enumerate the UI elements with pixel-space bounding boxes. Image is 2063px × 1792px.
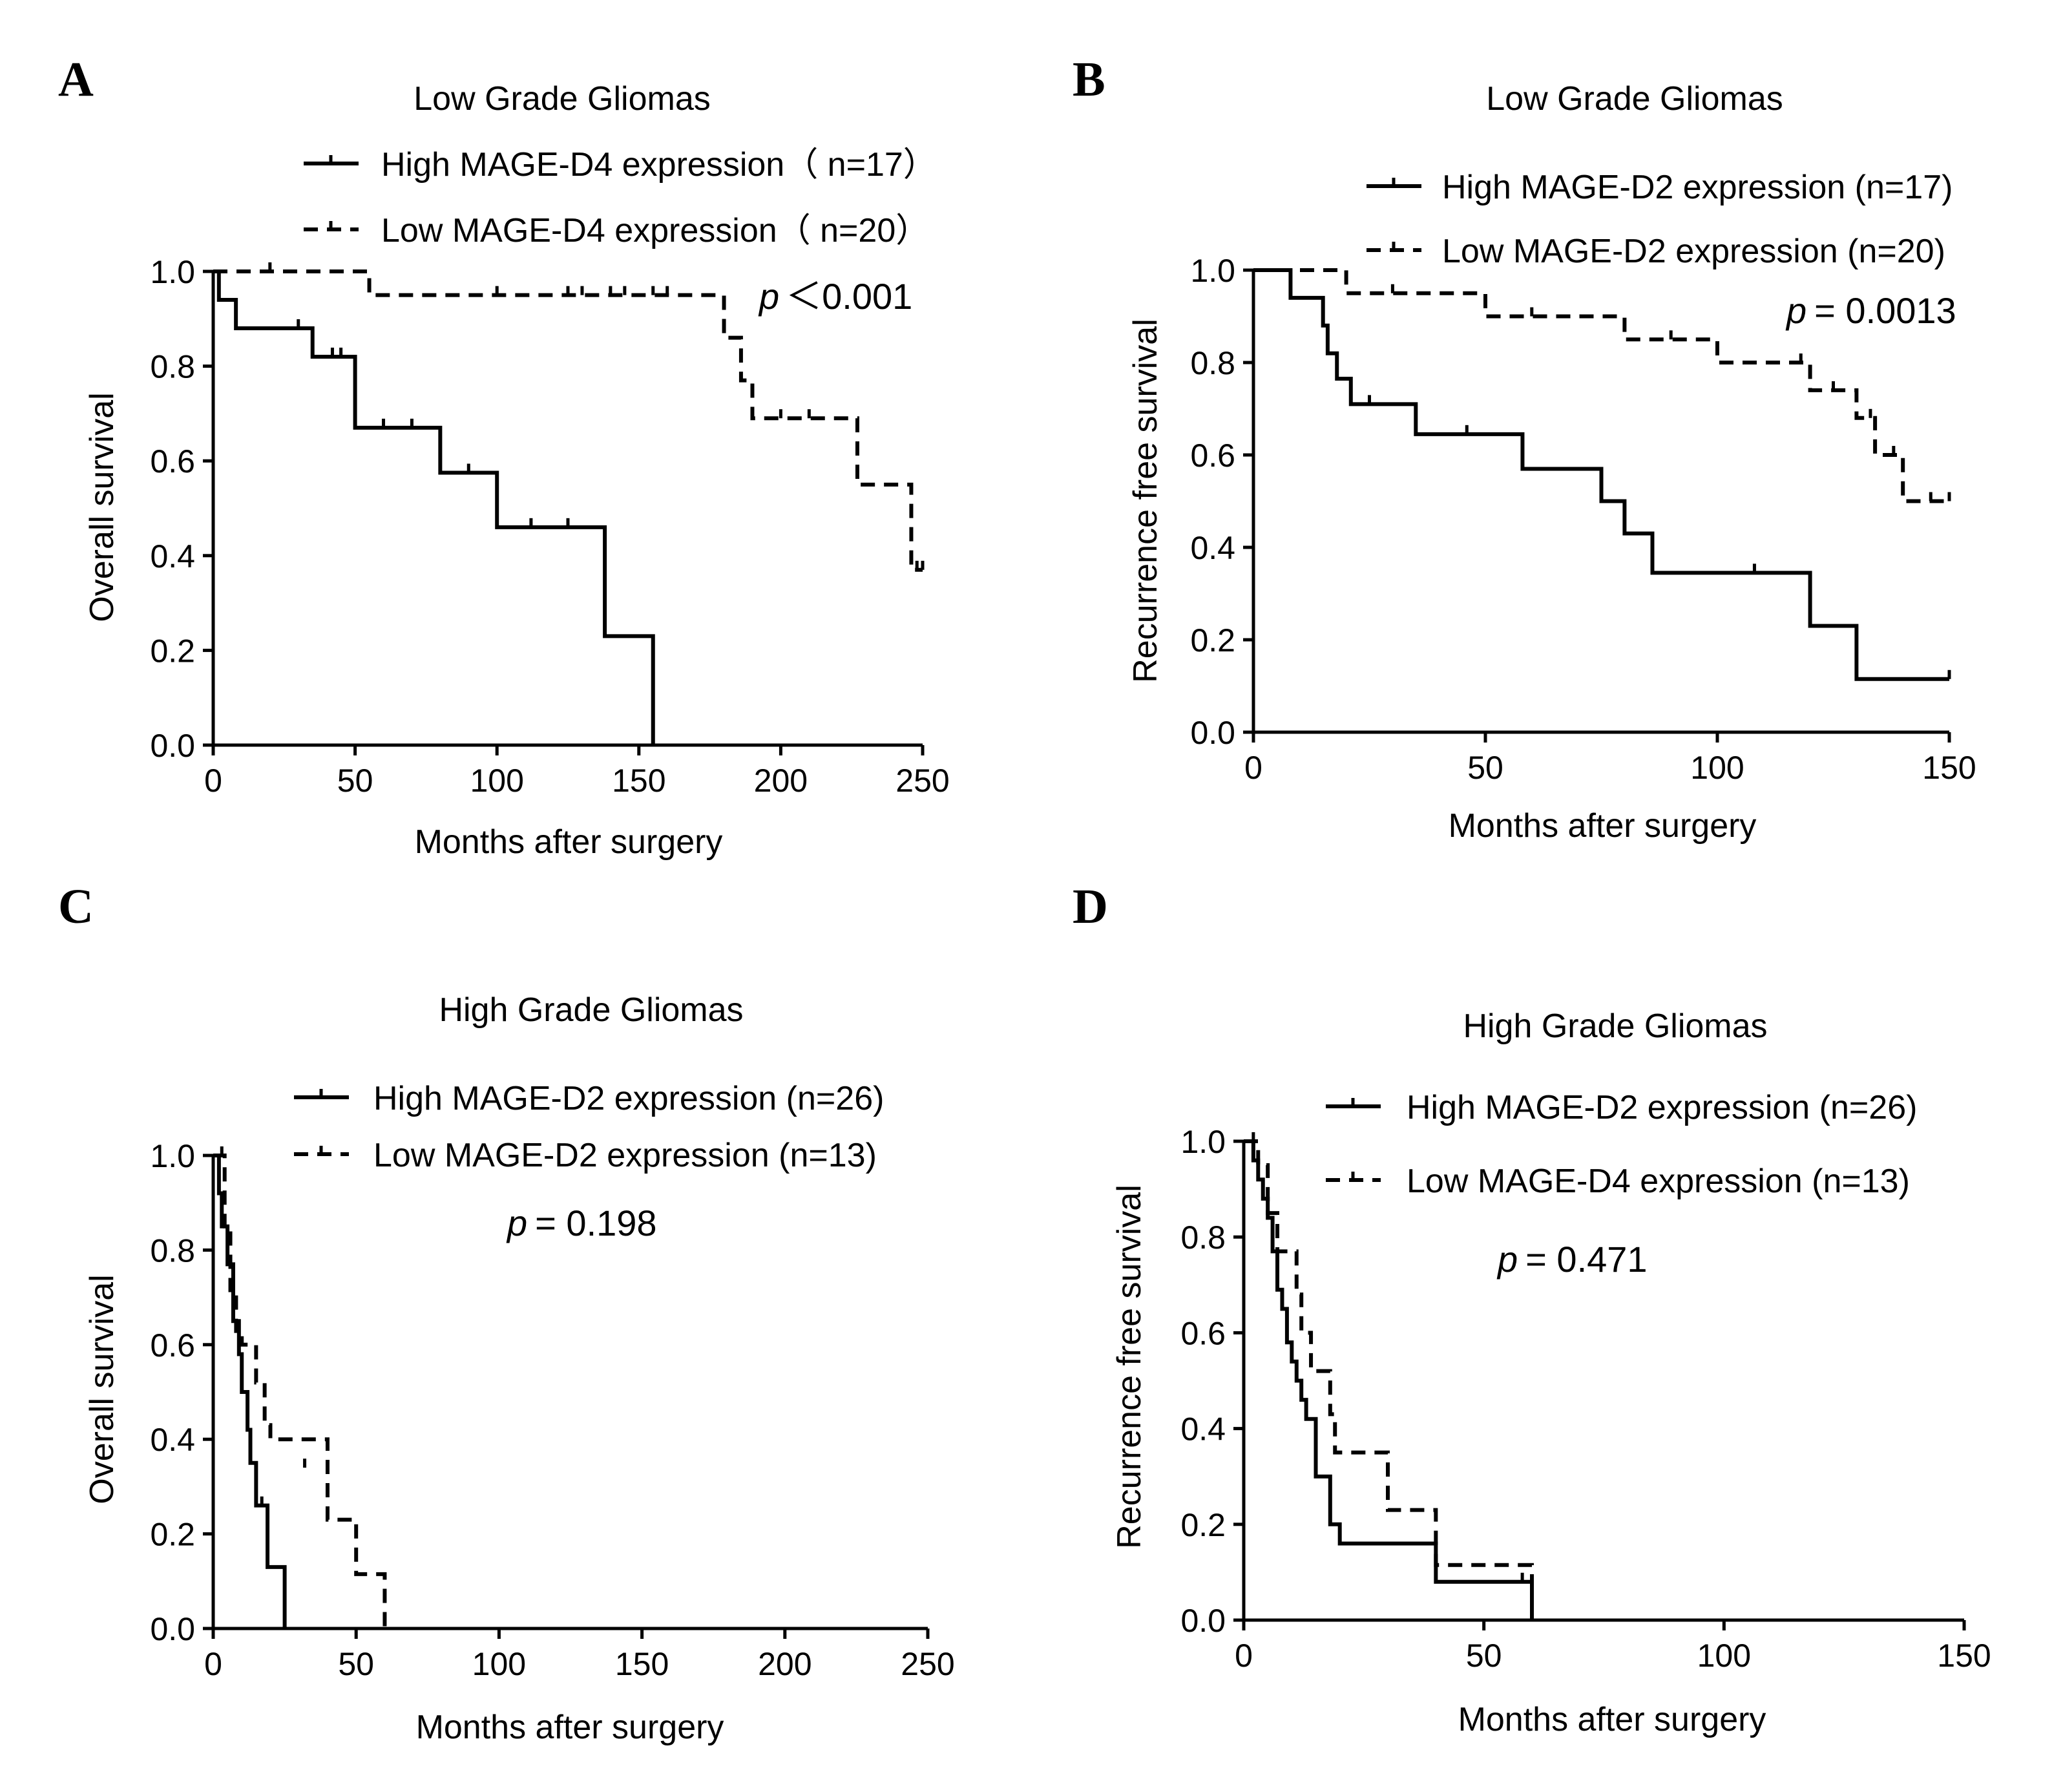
y-tick-label: 1.0	[150, 254, 195, 290]
y-tick-label: 0.0	[1190, 715, 1235, 751]
legend-entry-low: Low MAGE-D2 expression (n=20)	[1442, 233, 1945, 270]
x-tick-label: 150	[615, 1646, 669, 1682]
survival-curve-low	[213, 269, 923, 572]
x-tick-label: 150	[612, 763, 665, 799]
y-tick-label: 1.0	[150, 1138, 195, 1174]
y-tick-label: 0.6	[1190, 437, 1235, 474]
x-tick-label: 150	[1937, 1638, 1991, 1674]
y-tick-label: 0.6	[1180, 1315, 1226, 1351]
p-value: p = 0.0013	[1785, 290, 1956, 331]
x-tick-label: 0	[1235, 1638, 1253, 1674]
y-tick-label: 0.2	[1180, 1507, 1226, 1543]
y-tick-label: 0.6	[150, 1327, 195, 1364]
x-tick-label: 50	[338, 1646, 374, 1682]
x-tick-label: 0	[1244, 750, 1262, 786]
p-value: p = 0.471	[1496, 1239, 1648, 1280]
x-axis-label: Months after surgery	[415, 823, 723, 861]
x-tick-label: 200	[754, 763, 808, 799]
panel-letter-d: D	[1073, 880, 1108, 934]
plot-area: 0.0 0.2 0.4 0.6 0.8 1.0 0 50 100 150 200 250	[150, 1138, 954, 1682]
x-axis-label: Months after surgery	[1449, 807, 1757, 845]
y-tick-label: 0.2	[1190, 622, 1235, 659]
plot-area: 0.0 0.2 0.4 0.6 0.8 1.0 0 50 100 150 200 250	[150, 254, 949, 799]
x-tick-label: 0	[204, 763, 222, 799]
y-tick-label: 0.0	[150, 1611, 195, 1647]
survival-curve-high	[1244, 1139, 1534, 1620]
legend: High MAGE-D4 expression（ n=17） Low MAGE-…	[304, 146, 937, 249]
x-tick-label: 50	[1466, 1638, 1502, 1674]
x-tick-label: 100	[1697, 1638, 1751, 1674]
chart-title: High Grade Gliomas	[439, 991, 743, 1029]
survival-curve-high	[1253, 268, 1949, 681]
legend-entry-low: Low MAGE-D4 expression（ n=20）	[381, 212, 929, 249]
survival-curve-low	[1244, 1139, 1534, 1620]
y-axis-label: Recurrence free survival	[1111, 1185, 1148, 1549]
chart-title: Low Grade Gliomas	[414, 80, 711, 118]
legend-entry-low: Low MAGE-D2 expression (n=13)	[373, 1137, 877, 1174]
plot-area: 0.0 0.2 0.4 0.6 0.8 1.0 0 50 100 150	[1190, 253, 1976, 786]
p-value: p ＜0.001	[758, 276, 912, 317]
chart-title: Low Grade Gliomas	[1486, 80, 1783, 118]
x-tick-label: 50	[1467, 750, 1503, 786]
panel-letter-a: A	[58, 52, 94, 107]
y-tick-label: 0.4	[150, 1422, 195, 1458]
y-tick-label: 0.4	[150, 538, 195, 574]
panel-letter-c: C	[58, 880, 94, 934]
y-tick-label: 0.0	[1180, 1603, 1226, 1639]
y-tick-label: 0.4	[1190, 530, 1235, 566]
panel-b: B Low Grade Gliomas High MAGE-D2 express…	[1073, 52, 1976, 845]
y-tick-label: 0.4	[1180, 1411, 1226, 1448]
x-tick-label: 200	[758, 1646, 812, 1682]
p-value: p = 0.198	[506, 1203, 657, 1243]
y-tick-label: 0.8	[1180, 1219, 1226, 1256]
legend: High MAGE-D2 expression (n=26) Low MAGE-…	[294, 1080, 884, 1174]
x-tick-label: 0	[204, 1646, 222, 1682]
survival-curve-high	[213, 269, 655, 745]
y-tick-label: 1.0	[1180, 1124, 1226, 1160]
y-tick-label: 0.6	[150, 443, 195, 480]
y-axis-label: Overall survival	[83, 392, 121, 622]
chart-title: High Grade Gliomas	[1463, 1007, 1767, 1045]
y-tick-label: 1.0	[1190, 253, 1235, 289]
x-tick-label: 100	[472, 1646, 526, 1682]
legend-entry-high: High MAGE-D2 expression (n=26)	[1407, 1089, 1917, 1126]
y-tick-label: 0.8	[150, 349, 195, 385]
x-tick-label: 100	[1690, 750, 1744, 786]
y-axis-label: Overall survival	[83, 1274, 121, 1504]
legend-entry-high: High MAGE-D4 expression（ n=17）	[381, 146, 937, 184]
survival-curve-low	[213, 1154, 387, 1629]
legend: High MAGE-D2 expression (n=17) Low MAGE-…	[1367, 169, 1953, 270]
y-tick-label: 0.8	[1190, 345, 1235, 381]
x-tick-label: 250	[901, 1646, 954, 1682]
y-tick-label: 0.8	[150, 1232, 195, 1269]
x-axis-label: Months after surgery	[416, 1709, 724, 1746]
x-tick-label: 100	[470, 763, 523, 799]
panel-letter-b: B	[1073, 52, 1105, 107]
x-tick-label: 250	[895, 763, 949, 799]
legend-entry-low: Low MAGE-D4 expression (n=13)	[1407, 1163, 1910, 1200]
legend-entry-high: High MAGE-D2 expression (n=26)	[373, 1080, 884, 1117]
plot-area: 0.0 0.2 0.4 0.6 0.8 1.0 0 50 100 150	[1180, 1124, 1991, 1674]
x-tick-label: 150	[1922, 750, 1976, 786]
panel-a: A Low Grade Gliomas High MAGE-D4 express…	[58, 52, 950, 861]
legend: High MAGE-D2 expression (n=26) Low MAGE-…	[1326, 1089, 1917, 1200]
x-tick-label: 50	[337, 763, 373, 799]
legend-entry-high: High MAGE-D2 expression (n=17)	[1442, 169, 1953, 206]
survival-curve-high	[213, 1154, 287, 1629]
y-tick-label: 0.2	[150, 1517, 195, 1553]
y-tick-label: 0.0	[150, 728, 195, 764]
y-tick-label: 0.2	[150, 633, 195, 669]
panel-d: D High Grade Gliomas High MAGE-D2 expres…	[1073, 880, 1991, 1738]
y-axis-label: Recurrence free survival	[1127, 319, 1164, 683]
panel-c: C High Grade Gliomas High MAGE-D2 expres…	[58, 880, 955, 1746]
x-axis-label: Months after surgery	[1458, 1701, 1766, 1738]
